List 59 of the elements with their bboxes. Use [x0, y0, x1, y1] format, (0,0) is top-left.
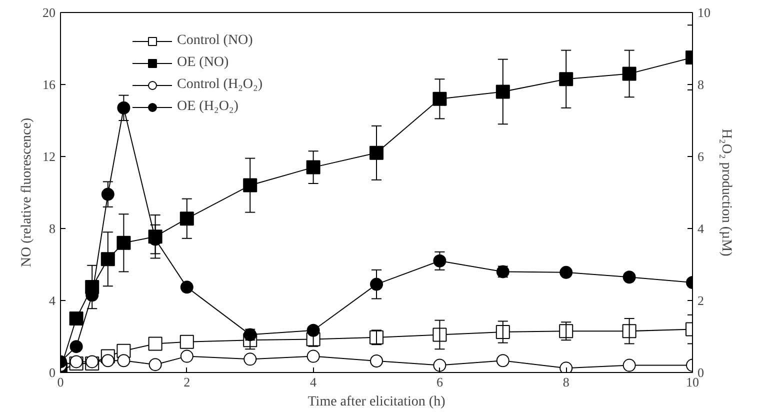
y-axis-title: NO (relative fluorescence) [20, 118, 34, 268]
y2-tick-label: 0 [698, 365, 704, 380]
legend-label: OE (NO) [177, 55, 229, 71]
point [622, 66, 636, 81]
point [622, 358, 636, 372]
x-tick-label: 6 [436, 374, 444, 390]
legend-label: OE (H₂O₂) [177, 99, 238, 115]
y-tick-label: 12 [42, 149, 56, 164]
y-tick-label: 4 [49, 293, 56, 308]
point [243, 178, 258, 192]
legend-label: Control (H₂O₂) [177, 77, 263, 93]
y2-tick-label: 8 [698, 77, 704, 92]
x-tick-label: 2 [184, 374, 190, 390]
y2-tick-label: 6 [698, 149, 704, 164]
legend-label: Control (NO) [177, 33, 253, 49]
point [622, 324, 636, 338]
point [496, 325, 510, 339]
point [117, 101, 130, 114]
point [101, 354, 114, 368]
y-tick-label: 0 [49, 365, 56, 380]
point [370, 278, 383, 291]
point [180, 350, 194, 363]
point [560, 266, 573, 279]
point [180, 280, 194, 294]
y2-tick-label: 4 [698, 221, 704, 236]
x-tick-label: 8 [562, 374, 570, 390]
point [101, 188, 114, 201]
x-tick-label: 10 [686, 374, 699, 390]
point [496, 354, 510, 368]
point [432, 92, 447, 106]
x-axis-title: Time after elicitation (h) [308, 394, 446, 410]
y2-axis-title: H₂O₂ production (µM) [718, 128, 734, 257]
point [370, 354, 383, 368]
point [148, 336, 162, 351]
y2-tick-label: 2 [698, 293, 704, 308]
point [433, 358, 446, 372]
point [180, 212, 194, 226]
point [244, 352, 257, 366]
y-tick-label: 16 [42, 77, 56, 92]
point [116, 236, 131, 250]
point [370, 146, 384, 160]
point [496, 84, 510, 99]
point [100, 252, 115, 266]
point [432, 328, 447, 342]
x-tick-label: 4 [310, 374, 318, 390]
point [180, 334, 194, 349]
point [559, 72, 574, 86]
point [560, 362, 573, 372]
point [70, 340, 83, 354]
point [306, 350, 320, 363]
point [433, 254, 446, 268]
point [148, 358, 162, 372]
point [559, 324, 574, 338]
point [622, 270, 636, 284]
y2-tick-label: 10 [698, 5, 710, 20]
y-tick-label: 20 [42, 5, 56, 20]
y-tick-label: 8 [49, 221, 56, 236]
point [306, 160, 320, 174]
point [117, 354, 130, 368]
